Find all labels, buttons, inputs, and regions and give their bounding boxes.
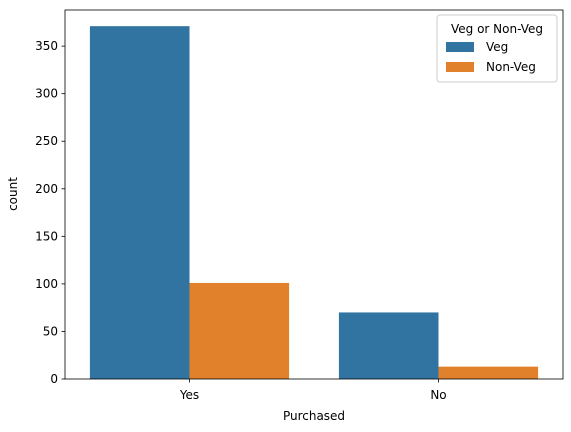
legend-swatch-non-veg xyxy=(446,62,474,72)
bar-veg-yes xyxy=(89,26,190,379)
y-axis-label: count xyxy=(6,177,20,211)
legend-title: Veg or Non-Veg xyxy=(451,22,543,36)
x-tick-label: Yes xyxy=(179,388,199,402)
bars xyxy=(89,26,539,379)
y-tick-label: 200 xyxy=(35,182,58,196)
legend-swatch-veg xyxy=(446,42,474,52)
y-tick-label: 100 xyxy=(35,277,58,291)
legend-label-veg: Veg xyxy=(486,40,508,54)
legend: Veg or Non-Veg Veg Non-Veg xyxy=(436,14,558,83)
x-axis-ticks: Yes No xyxy=(179,379,447,402)
x-tick-label: No xyxy=(430,388,446,402)
plot-frame xyxy=(64,9,564,380)
y-tick-label: 350 xyxy=(35,39,58,53)
y-tick-label: 0 xyxy=(50,372,58,386)
legend-entries: Veg Non-Veg xyxy=(446,40,536,74)
y-tick-label: 50 xyxy=(43,324,58,338)
y-tick-label: 250 xyxy=(35,134,58,148)
bar-non-veg-no xyxy=(438,366,539,379)
y-axis-ticks: 0 50 100 150 200 250 300 350 xyxy=(35,39,65,386)
y-tick-label: 150 xyxy=(35,229,58,243)
bar-veg-no xyxy=(338,312,439,379)
bar-non-veg-yes xyxy=(189,282,290,379)
y-tick-label: 300 xyxy=(35,87,58,101)
x-axis-label: Purchased xyxy=(283,409,345,423)
legend-label-non-veg: Non-Veg xyxy=(486,60,536,74)
